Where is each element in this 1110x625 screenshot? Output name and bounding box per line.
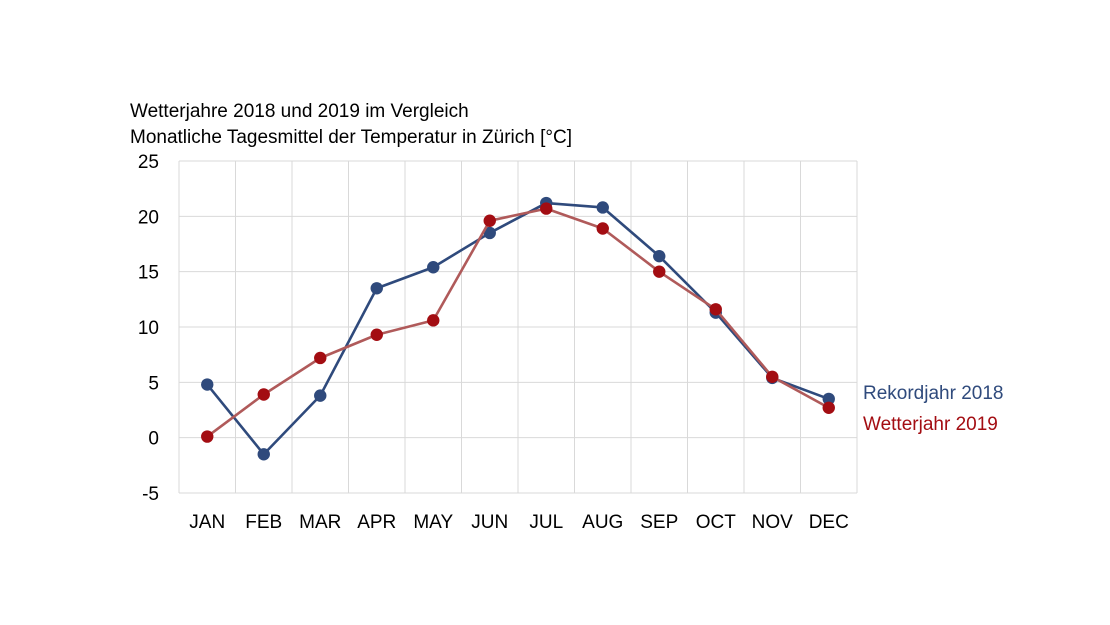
data-point: [370, 328, 383, 341]
data-point: [653, 265, 666, 278]
series-line: [206, 201, 830, 456]
series-lines: [201, 196, 835, 461]
y-tick-label: 10: [138, 318, 159, 339]
chart-title: Wetterjahre 2018 und 2019 im Vergleich: [130, 101, 469, 122]
x-tick-label: MAY: [413, 512, 453, 533]
y-tick-label: 5: [148, 373, 159, 394]
data-point: [314, 351, 327, 365]
x-tick-label: NOV: [752, 512, 794, 533]
legend-label: Rekordjahr 2018: [863, 383, 1003, 404]
series-line: [206, 207, 830, 438]
data-point: [314, 389, 327, 402]
grid: [178, 160, 858, 494]
x-tick-label: AUG: [582, 512, 623, 533]
x-tick-label: DEC: [809, 512, 849, 533]
data-point: [709, 303, 722, 316]
data-point: [257, 448, 270, 461]
data-point: [596, 222, 609, 235]
x-tick-label: OCT: [696, 512, 737, 533]
x-tick-label: JAN: [189, 512, 225, 533]
data-point: [201, 378, 214, 391]
series-1: [201, 202, 835, 443]
data-point: [540, 202, 553, 215]
axes: -5 0 5 10 15 20 25 JAN FEB MAR APR MAY JUN JUL AUG SEP O…: [138, 152, 849, 533]
data-point: [822, 401, 835, 414]
data-point: [766, 370, 779, 383]
x-tick-label: JUL: [529, 512, 563, 533]
y-tick-label: 20: [138, 207, 159, 228]
data-point: [483, 214, 496, 227]
x-tick-label: SEP: [640, 512, 678, 533]
y-tick-label: -5: [142, 484, 159, 505]
y-tick-label: 15: [138, 263, 159, 284]
x-tick-label: MAR: [299, 512, 341, 533]
legend: Rekordjahr 2018 Wetterjahr 2019: [863, 383, 1003, 435]
x-tick-label: JUN: [471, 512, 508, 533]
data-point: [483, 226, 496, 240]
y-tick-label: 0: [148, 429, 159, 450]
chart-subtitle: Monatliche Tagesmittel der Temperatur in…: [130, 127, 572, 148]
legend-label: Wetterjahr 2019: [863, 414, 998, 435]
data-point: [257, 388, 270, 401]
data-point: [653, 249, 666, 263]
data-point: [427, 261, 440, 274]
data-point: [596, 201, 609, 214]
x-tick-label: FEB: [245, 512, 282, 533]
x-tick-label: APR: [357, 512, 396, 533]
data-point: [822, 392, 835, 406]
data-point: [370, 282, 383, 295]
data-point: [201, 430, 214, 443]
data-point: [427, 314, 440, 327]
y-tick-label: 25: [138, 152, 159, 173]
